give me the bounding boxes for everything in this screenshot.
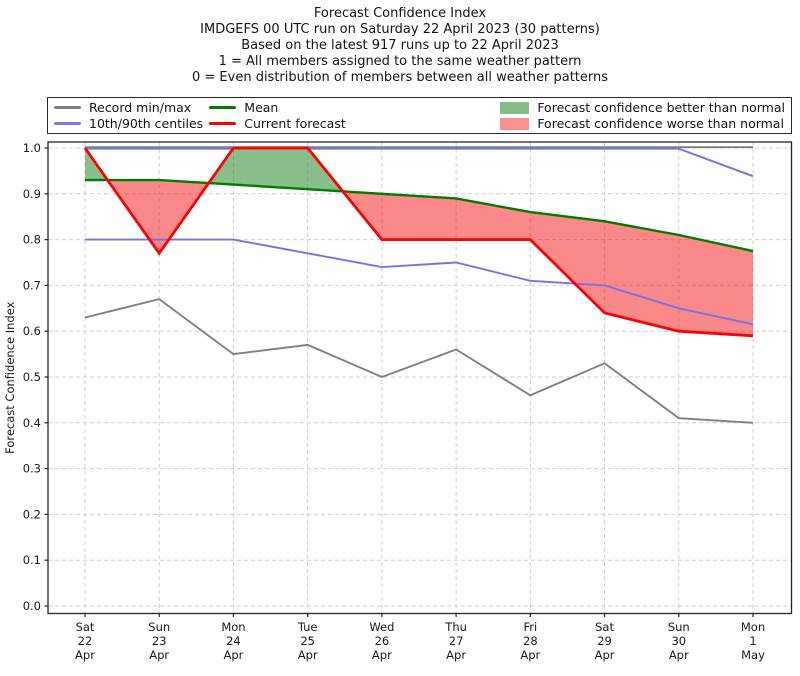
y-tick-label: 0.8: [23, 233, 41, 247]
legend-label-current-forecast: Current forecast: [244, 116, 346, 131]
legend-label-worse-than-normal: Forecast confidence worse than normal: [537, 116, 784, 131]
record-minmax-line-swatch: [54, 106, 81, 109]
legend-item-better-than-normal: Forecast confidence better than normal: [500, 100, 785, 115]
series-record-min: [84, 298, 754, 424]
x-tick-label: Sat: [76, 620, 95, 634]
y-tick-label: 0.1: [23, 553, 41, 567]
x-tick-label: Thu: [444, 620, 467, 634]
chart-subtitle-basis: Based on the latest 917 runs up to 22 Ap…: [241, 38, 559, 53]
y-tick-label: 0.7: [23, 278, 41, 292]
series-90th-centile: [85, 147, 754, 178]
x-tick-label: Apr: [520, 648, 540, 662]
x-tick-label: Mon: [741, 620, 765, 634]
series-10th-centile: [85, 238, 754, 326]
x-tick-label: Apr: [669, 648, 689, 662]
confidence-fills: [85, 148, 753, 336]
y-tick-label: 0.2: [23, 507, 41, 521]
x-tick-label: Apr: [75, 648, 95, 662]
legend-item-current-forecast: Current forecast: [209, 116, 500, 131]
worse-than-normal-patch-swatch: [500, 117, 530, 130]
y-tick-label: 1.0: [23, 141, 41, 155]
chart-title: Forecast Confidence Index: [313, 6, 487, 21]
x-tick-label: Sun: [148, 620, 170, 634]
series-mean: [85, 178, 754, 253]
x-tick-label: 23: [152, 634, 167, 648]
centiles-line-swatch: [54, 122, 81, 125]
x-tick-label: 22: [78, 634, 93, 648]
legend-item-mean: Mean: [209, 100, 500, 115]
x-tick-label: 26: [375, 634, 390, 648]
chart-subtitle-note-zero: 0 = Even distribution of members between…: [191, 70, 609, 85]
legend-item-centiles: 10th/90th centiles: [54, 116, 209, 131]
x-tick-label: 25: [300, 634, 315, 648]
legend-label-mean: Mean: [244, 100, 279, 115]
y-tick-label: 0.5: [23, 370, 41, 384]
x-tick-label: 30: [671, 634, 686, 648]
series-lines: [83, 146, 754, 424]
x-tick-label: Apr: [446, 648, 466, 662]
x-tick-label: 1: [749, 634, 756, 648]
series-current-forecast: [83, 146, 754, 338]
y-tick-label: 0.9: [23, 187, 41, 201]
plot-frame: [47, 141, 793, 615]
x-tick-label: Apr: [223, 648, 243, 662]
y-tick-label: 0.0: [23, 599, 41, 613]
chart-title-block: Forecast Confidence Index IMDGEFS 00 UTC…: [0, 6, 800, 86]
x-tick-label: 29: [597, 634, 612, 648]
chart-subtitle-note-one: 1 = All members assigned to the same wea…: [218, 54, 582, 69]
fill-worse-than-normal: [342, 191, 753, 336]
current-forecast-line-swatch: [209, 122, 237, 125]
fill-better-than-normal: [208, 148, 343, 192]
x-tick-label: Wed: [369, 620, 394, 634]
legend-column-lines-1: Record min/max 10th/90th centiles: [54, 100, 209, 131]
legend-column-lines-2: Mean Current forecast: [209, 100, 500, 131]
legend: Record min/max 10th/90th centiles Mean C…: [47, 97, 792, 134]
legend-item-record-minmax: Record min/max: [54, 100, 209, 115]
x-tick-label: Sat: [595, 620, 614, 634]
x-tick-label: 28: [523, 634, 538, 648]
x-tick-label: Apr: [149, 648, 169, 662]
legend-label-centiles: 10th/90th centiles: [89, 116, 204, 131]
x-tick-label: Fri: [523, 620, 537, 634]
chart-subtitle-run: IMDGEFS 00 UTC run on Saturday 22 April …: [200, 22, 600, 37]
better-than-normal-patch-swatch: [500, 101, 530, 114]
x-tick-label: 24: [226, 634, 241, 648]
x-tick-label: Apr: [595, 648, 615, 662]
x-tick-label: Sun: [668, 620, 690, 634]
legend-column-patches: Forecast confidence better than normal F…: [500, 100, 785, 131]
x-tick-label: Tue: [297, 620, 318, 634]
x-tick-label: 27: [449, 634, 464, 648]
y-tick-label: 0.6: [23, 324, 41, 338]
y-axis-title: Forecast Confidence Index: [3, 301, 17, 453]
mean-line-swatch: [209, 106, 237, 109]
y-tick-label: 0.4: [23, 416, 41, 430]
y-tick-label: 0.3: [23, 462, 41, 476]
x-tick-label: Mon: [221, 620, 245, 634]
x-tick-label: Apr: [298, 648, 318, 662]
axes: 0.00.10.20.30.40.50.60.70.80.91.0Sat22Ap…: [3, 141, 793, 662]
x-tick-label: May: [741, 648, 765, 662]
legend-label-record-minmax: Record min/max: [89, 100, 192, 115]
legend-item-worse-than-normal: Forecast confidence worse than normal: [500, 116, 785, 131]
fill-worse-than-normal: [107, 180, 209, 254]
legend-label-better-than-normal: Forecast confidence better than normal: [537, 100, 785, 115]
x-tick-label: Apr: [372, 648, 392, 662]
